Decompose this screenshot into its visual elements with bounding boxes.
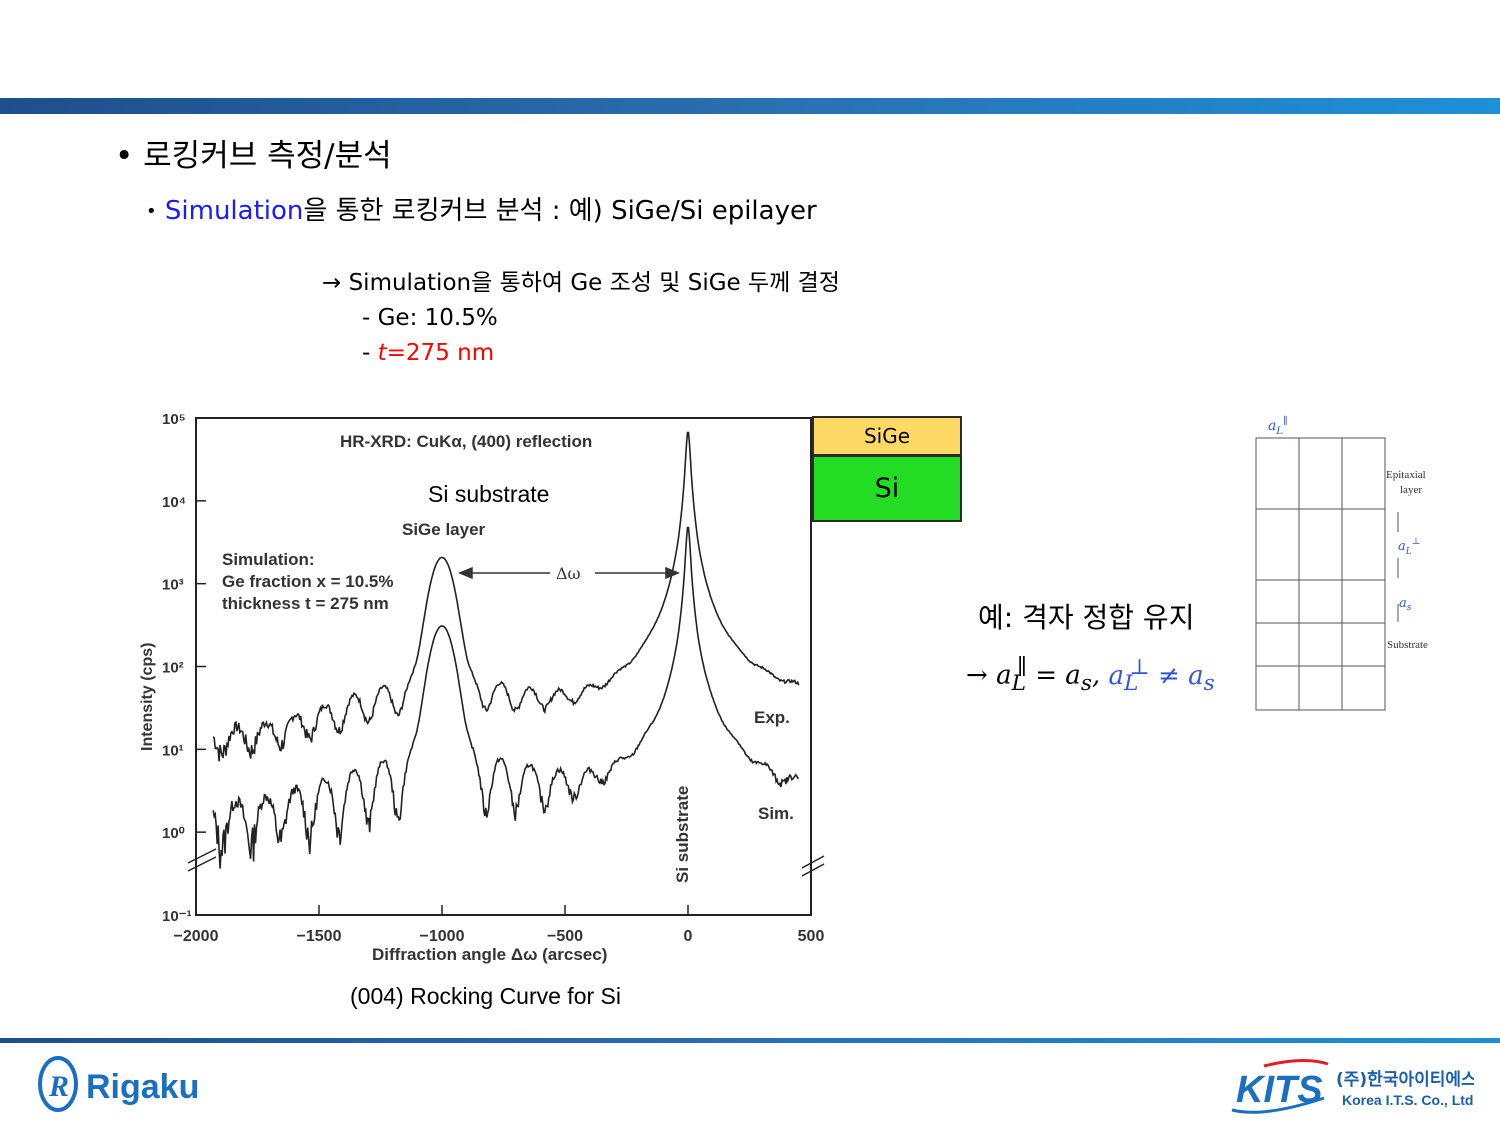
kits-text: KITS xyxy=(1236,1069,1323,1111)
sige-layer-box: SiGe xyxy=(812,416,962,456)
y-axis-label: Intensity (cps) xyxy=(139,643,156,751)
simulation-word: Simulation xyxy=(164,196,304,226)
y-tick-label: 10⁻¹ xyxy=(162,908,192,925)
exp-label: Exp. xyxy=(754,708,790,727)
main-bullet-text: 로킹커브 측정/분석 xyxy=(143,138,392,174)
example-text: 예: 격자 정합 유지 xyxy=(978,601,1195,634)
header-bar xyxy=(0,98,1500,114)
rigaku-logo: R Rigaku xyxy=(38,1056,199,1112)
kits-swoosh-icon xyxy=(1231,1096,1325,1114)
delta-omega-label: Δω xyxy=(556,564,581,583)
notes-t-value: =275 nm xyxy=(386,340,495,366)
y-ticks: 10⁻¹ 10⁰ 10¹ 10² 10³ 10⁴ 10⁵ xyxy=(162,411,206,925)
notes-dash: - xyxy=(362,340,378,366)
a-perp-label: aL⊥ xyxy=(1398,537,1420,557)
y-tick-label: 10¹ xyxy=(162,742,184,759)
chart-title: HR-XRD: CuKα, (400) reflection xyxy=(340,432,592,451)
sim-label: Sim. xyxy=(758,804,794,823)
rocking-curve-chart: 10⁻¹ 10⁰ 10¹ 10² 10³ 10⁴ 10⁵ −2000 −1500 −1000 −5… xyxy=(139,411,825,964)
svg-text:R: R xyxy=(48,1070,69,1103)
delta-omega-arrow xyxy=(458,566,680,580)
y-tick-label: 10⁰ xyxy=(162,825,185,842)
plot-frame xyxy=(195,417,812,916)
thickness-label: thickness t = 275 nm xyxy=(222,594,389,613)
notes-ge: - Ge: 10.5% xyxy=(362,305,498,331)
series-sim-line xyxy=(212,526,800,869)
x-tick-label: 0 xyxy=(684,928,693,945)
lattice-formula: → aL∥ = as, aL⊥ ≠ as xyxy=(966,655,1215,696)
simulation-title: Simulation: xyxy=(222,550,315,569)
x-tick-label: 500 xyxy=(798,928,825,945)
axis-break-marks xyxy=(187,848,825,877)
kits-korean-name: (주)한국아이티에스 xyxy=(1336,1070,1474,1090)
substrate-label: Substrate xyxy=(1387,639,1428,651)
notes-arrow-line: → Simulation을 통하여 Ge 조성 및 SiGe 두께 결정 xyxy=(322,270,840,296)
main-bullet: • 로킹커브 측정/분석 xyxy=(115,138,392,174)
y-tick-label: 10⁴ xyxy=(162,494,186,511)
y-tick-label: 10⁵ xyxy=(162,411,186,428)
kits-english-name: Korea I.T.S. Co., Ltd. xyxy=(1342,1092,1474,1108)
rigaku-text: Rigaku xyxy=(86,1068,199,1106)
epitaxial-label: Epitaxial xyxy=(1386,469,1426,481)
lattice-grid xyxy=(1255,437,1399,711)
sige-layer-label: SiGe layer xyxy=(402,520,486,539)
x-tick-label: −500 xyxy=(547,928,583,945)
notes-block: → Simulation을 통하여 Ge 조성 및 SiGe 두께 결정 - G… xyxy=(322,266,840,371)
sub-bullet: • Simulation을 통한 로킹커브 분석 : 예) SiGe/Si ep… xyxy=(146,196,817,226)
sub-bullet-text: 을 통한 로킹커브 분석 : 예) SiGe/Si epilayer xyxy=(303,196,817,226)
x-tick-label: −2000 xyxy=(174,928,219,945)
si-substrate-label: Si substrate xyxy=(428,481,549,507)
x-axis-label: Diffraction angle Δω (arcsec) xyxy=(372,945,607,964)
chart-caption: (004) Rocking Curve for Si xyxy=(350,983,621,1009)
rigaku-emblem-icon xyxy=(38,1056,78,1112)
x-tick-label: −1000 xyxy=(420,928,465,945)
series-exp-line xyxy=(212,431,800,762)
si-layer-box: Si xyxy=(812,455,962,522)
a-parallel-label: aL∥ xyxy=(1268,415,1288,437)
lattice-diagram: aL∥ Epitaxial layer aL⊥ as Substrate xyxy=(1255,415,1428,711)
si-substrate-vertical-label: Si substrate xyxy=(673,786,692,883)
notes-thickness: - t=275 nm xyxy=(322,336,840,371)
kits-logo: KITS (주)한국아이티에스 Korea I.T.S. Co., Ltd. xyxy=(1231,1058,1474,1114)
y-tick-label: 10² xyxy=(162,660,184,677)
a-s-label: as xyxy=(1399,596,1412,613)
kits-red-arc-icon xyxy=(1263,1058,1329,1068)
notes-t: t xyxy=(377,340,387,366)
x-tick-label: −1500 xyxy=(297,928,342,945)
y-tick-label: 10³ xyxy=(162,577,184,594)
x-ticks: −2000 −1500 −1000 −500 0 500 xyxy=(174,905,825,945)
layer-label: layer xyxy=(1400,484,1422,496)
ge-fraction-label: Ge fraction x = 10.5% xyxy=(222,572,394,591)
footer-line xyxy=(0,1038,1500,1043)
